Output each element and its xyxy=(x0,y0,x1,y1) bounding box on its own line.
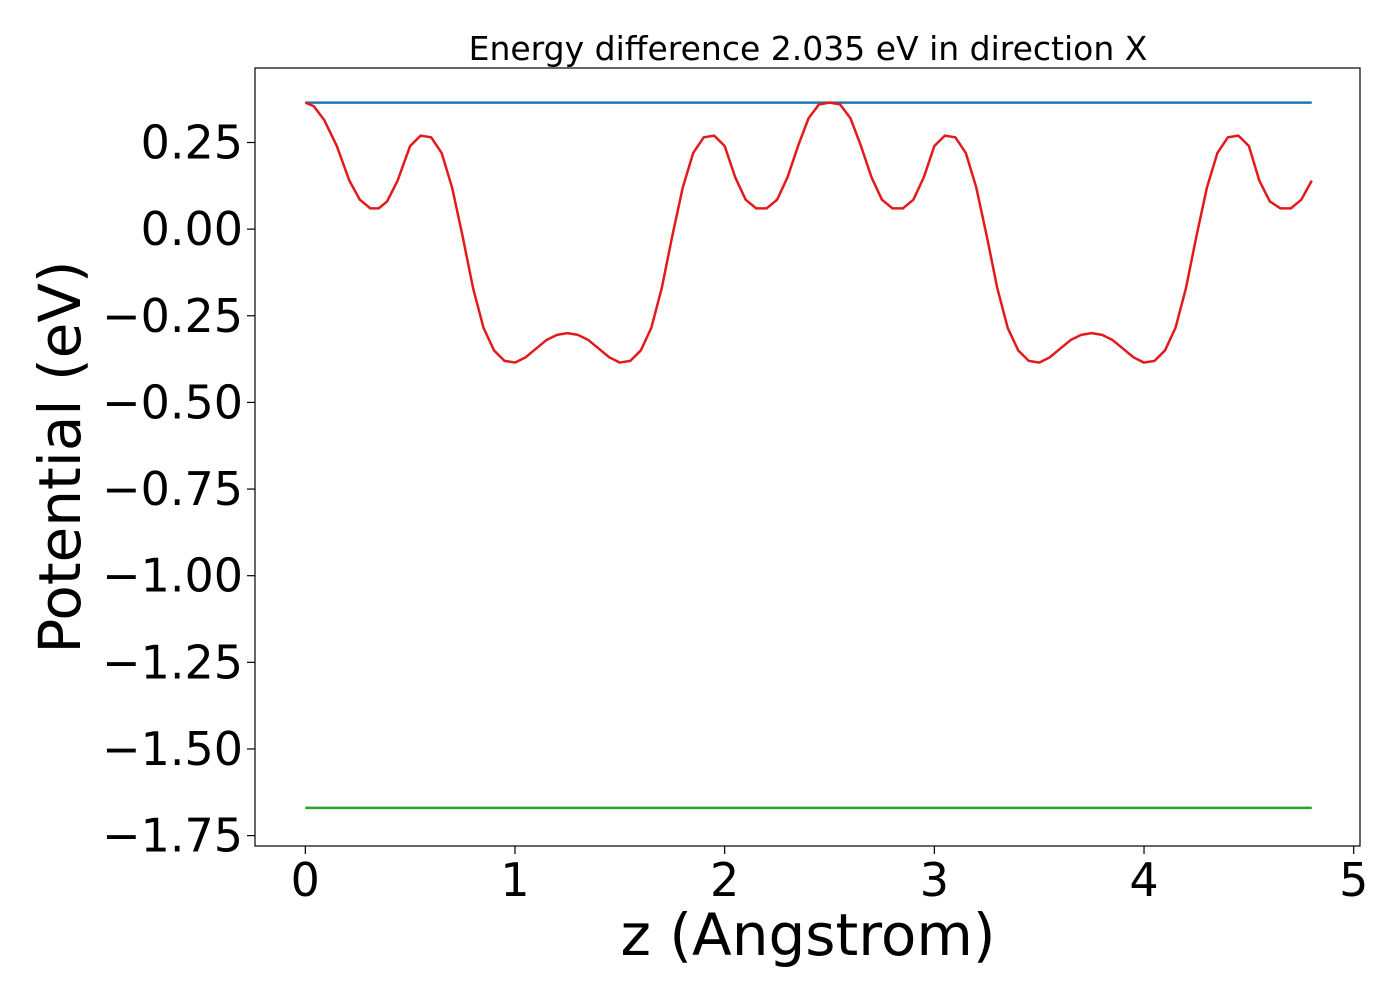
x-axis-label: z (Angstrom) xyxy=(621,901,996,969)
plot-frame xyxy=(254,67,1361,847)
y-tick-label: −0.75 xyxy=(102,462,243,516)
chart-title: Energy difference 2.035 eV in direction … xyxy=(469,29,1148,68)
y-tick-label: −1.50 xyxy=(102,722,243,776)
x-tick-label: 2 xyxy=(710,853,739,907)
y-tick-label: 0.25 xyxy=(141,116,243,170)
plot-area: 0 1 2 3 4 5 0.25 0.00 −0.25 −0.50 −0.75 −1.00 −1.25… xyxy=(102,67,1368,907)
y-axis-label: Potential (eV) xyxy=(26,260,94,653)
x-tick-label: 3 xyxy=(920,853,949,907)
series-line-2 xyxy=(304,101,1313,364)
x-tick-label: 4 xyxy=(1129,853,1158,907)
y-tick-label: −0.25 xyxy=(102,289,243,343)
y-axis-ticks: 0.25 0.00 −0.25 −0.50 −0.75 −1.00 −1.25 −1.50 −1… xyxy=(102,116,255,863)
y-tick-label: 0.00 xyxy=(141,202,243,256)
x-tick-label: 5 xyxy=(1339,853,1368,907)
y-tick-label: −1.75 xyxy=(102,809,243,863)
y-tick-label: −0.50 xyxy=(102,375,243,429)
series-layer xyxy=(304,101,1313,810)
y-tick-label: −1.00 xyxy=(102,549,243,603)
x-axis-ticks: 0 1 2 3 4 5 xyxy=(291,846,1368,907)
x-tick-label: 1 xyxy=(500,853,529,907)
y-tick-label: −1.25 xyxy=(102,635,243,689)
x-tick-label: 0 xyxy=(291,853,320,907)
